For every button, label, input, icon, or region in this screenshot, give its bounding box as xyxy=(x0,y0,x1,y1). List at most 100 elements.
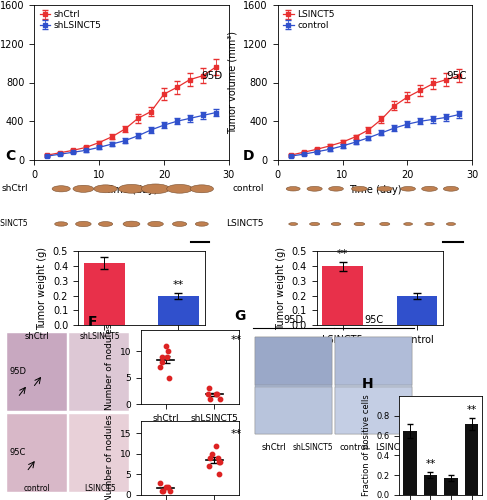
Text: 95D: 95D xyxy=(283,315,303,325)
Ellipse shape xyxy=(289,222,298,226)
Bar xyxy=(335,337,412,434)
Text: LSINCT5: LSINCT5 xyxy=(226,220,264,228)
Point xyxy=(208,450,216,458)
Ellipse shape xyxy=(354,222,365,226)
Y-axis label: Number of nodules: Number of nodules xyxy=(106,324,114,410)
Point xyxy=(205,462,213,470)
Ellipse shape xyxy=(286,186,300,191)
Point xyxy=(215,470,223,478)
Point xyxy=(156,478,164,486)
Text: A: A xyxy=(0,0,6,2)
Ellipse shape xyxy=(123,221,140,227)
Point xyxy=(165,483,172,491)
Bar xyxy=(255,387,332,434)
Text: **: ** xyxy=(467,405,477,415)
Text: shCtrl: shCtrl xyxy=(24,332,49,340)
Ellipse shape xyxy=(352,186,367,192)
Text: shCtrl: shCtrl xyxy=(262,443,286,452)
Bar xyxy=(7,334,67,411)
Y-axis label: Tumor volume (mm³): Tumor volume (mm³) xyxy=(228,31,238,134)
Ellipse shape xyxy=(425,222,434,226)
Text: shLSINCT5: shLSINCT5 xyxy=(292,443,333,452)
Ellipse shape xyxy=(75,222,91,226)
Y-axis label: Tumor weight (g): Tumor weight (g) xyxy=(276,246,286,330)
Bar xyxy=(335,337,412,385)
Point xyxy=(214,454,222,462)
Text: LSINCT5: LSINCT5 xyxy=(375,443,411,452)
Text: LSINCT5: LSINCT5 xyxy=(84,484,116,494)
Text: 95C: 95C xyxy=(10,448,26,456)
Text: shLSINCT5: shLSINCT5 xyxy=(0,220,28,228)
Text: control: control xyxy=(232,184,264,194)
Y-axis label: Fraction of positive cells: Fraction of positive cells xyxy=(362,394,371,496)
Point xyxy=(158,487,166,495)
Point xyxy=(216,458,224,466)
Text: 95D: 95D xyxy=(202,72,223,82)
Point xyxy=(212,442,220,450)
X-axis label: Time (day): Time (day) xyxy=(105,186,158,196)
Text: control: control xyxy=(23,484,50,494)
Bar xyxy=(70,414,129,492)
Text: **: ** xyxy=(173,280,184,289)
Ellipse shape xyxy=(380,222,390,226)
Text: shLSINCT5: shLSINCT5 xyxy=(79,332,120,340)
Point xyxy=(156,363,164,371)
Bar xyxy=(70,334,129,411)
Point xyxy=(206,384,213,392)
Ellipse shape xyxy=(73,186,94,192)
Text: 95D: 95D xyxy=(10,367,27,376)
Text: C: C xyxy=(6,149,16,163)
Text: **: ** xyxy=(425,460,435,469)
Bar xyxy=(403,430,416,495)
Ellipse shape xyxy=(98,222,112,226)
Ellipse shape xyxy=(94,185,117,193)
Ellipse shape xyxy=(310,222,319,226)
Point xyxy=(206,395,214,403)
Point xyxy=(158,358,166,366)
Text: G: G xyxy=(234,309,245,323)
Ellipse shape xyxy=(307,186,322,191)
Bar xyxy=(255,337,332,434)
Point xyxy=(162,483,170,491)
Point xyxy=(163,352,171,360)
Ellipse shape xyxy=(422,186,437,192)
Text: control: control xyxy=(340,443,369,452)
Ellipse shape xyxy=(52,186,70,192)
Bar xyxy=(255,337,332,385)
Point xyxy=(216,458,224,466)
Ellipse shape xyxy=(167,184,192,193)
Text: H: H xyxy=(362,377,374,391)
Text: B: B xyxy=(239,0,249,2)
Bar xyxy=(396,296,437,325)
Bar xyxy=(335,387,412,434)
Ellipse shape xyxy=(141,184,170,194)
Ellipse shape xyxy=(329,186,343,191)
Point xyxy=(165,374,173,382)
Bar xyxy=(322,266,363,325)
Bar xyxy=(84,263,125,325)
Ellipse shape xyxy=(55,222,68,226)
Point xyxy=(205,390,212,398)
Ellipse shape xyxy=(148,222,163,226)
Y-axis label: Number of nodules: Number of nodules xyxy=(106,414,114,500)
Point xyxy=(206,454,214,462)
Bar xyxy=(444,478,458,495)
Point xyxy=(212,390,220,398)
Point xyxy=(162,342,169,350)
Ellipse shape xyxy=(195,222,208,226)
Bar xyxy=(424,475,437,495)
Point xyxy=(213,390,221,398)
Text: shCtrl: shCtrl xyxy=(1,184,28,194)
Point xyxy=(158,352,166,360)
Point xyxy=(165,347,172,355)
Ellipse shape xyxy=(401,186,415,191)
Bar xyxy=(7,414,67,492)
Text: **: ** xyxy=(337,249,348,259)
Legend: shCtrl, shLSINCT5: shCtrl, shLSINCT5 xyxy=(38,10,103,30)
Ellipse shape xyxy=(404,222,412,226)
Legend: LSINCT5, control: LSINCT5, control xyxy=(282,10,336,30)
Ellipse shape xyxy=(377,186,393,191)
Ellipse shape xyxy=(172,222,187,226)
Ellipse shape xyxy=(447,222,455,226)
Point xyxy=(216,395,224,403)
